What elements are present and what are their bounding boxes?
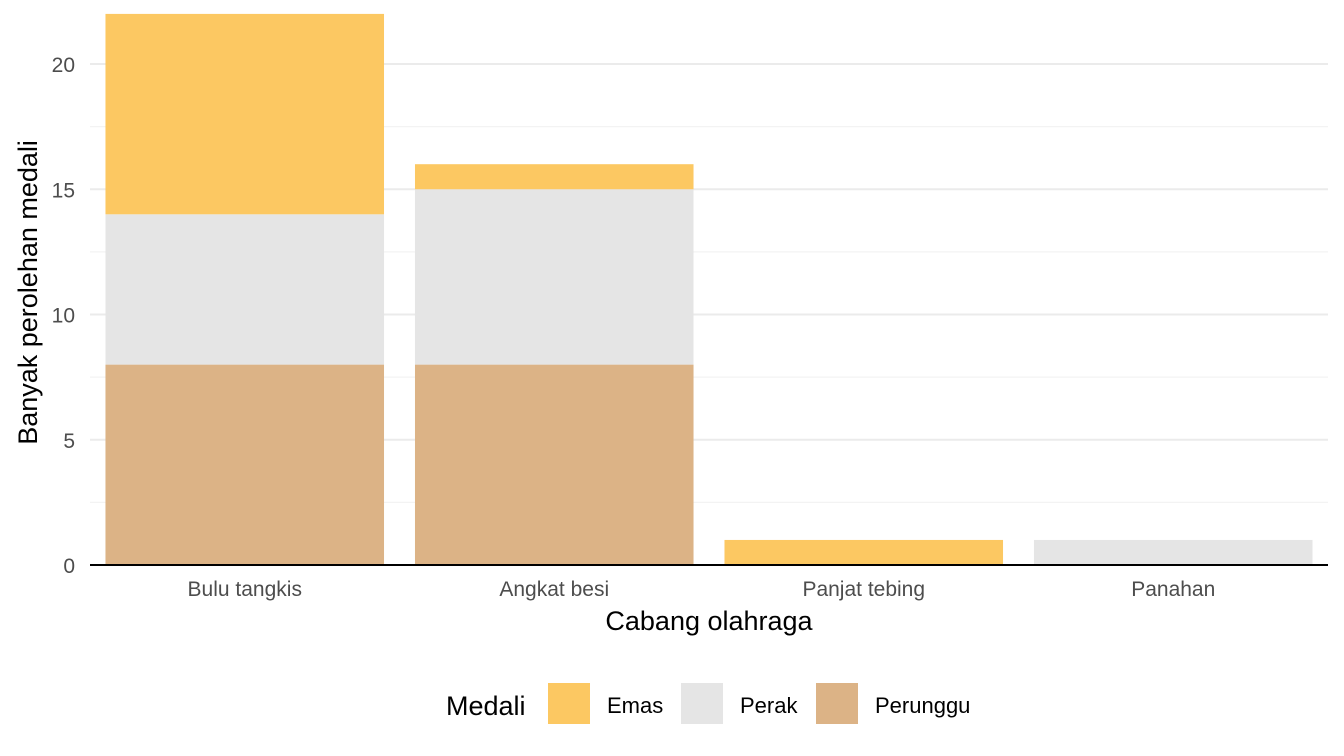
bars	[105, 13, 1313, 565]
y-tick-label: 15	[52, 179, 75, 202]
legend-label-emas: Emas	[607, 693, 663, 718]
bar-segment-emas-bulu-tangkis	[105, 13, 385, 215]
legend-key-perunggu	[816, 683, 858, 724]
bar-segment-perak-bulu-tangkis	[105, 214, 385, 365]
y-tick-label: 20	[52, 54, 75, 77]
legend-label-perunggu: Perunggu	[875, 693, 970, 718]
x-tick-label: Angkat besi	[499, 578, 609, 601]
bar-segment-perak-angkat-besi	[414, 189, 694, 365]
x-tick-label: Bulu tangkis	[188, 578, 302, 601]
y-tick-label: 5	[63, 430, 75, 453]
bar-segment-emas-angkat-besi	[414, 164, 694, 190]
bar-segment-perunggu-bulu-tangkis	[105, 364, 385, 565]
legend-title: Medali	[446, 691, 526, 721]
x-axis-title: Cabang olahraga	[605, 606, 813, 636]
legend-key-perak	[681, 683, 723, 724]
y-tick-label: 0	[63, 555, 75, 578]
legend-key-emas	[548, 683, 590, 724]
legend: Medali Emas Perak Perunggu	[446, 683, 970, 724]
y-axis-ticks: 0 5 10 15 20	[52, 54, 75, 578]
x-axis-ticks: Bulu tangkis Angkat besi Panjat tebing Pana…	[188, 578, 1216, 601]
x-tick-label: Panjat tebing	[802, 578, 925, 601]
bar-segment-perak-panahan	[1033, 539, 1313, 565]
bar-segment-perunggu-angkat-besi	[414, 364, 694, 565]
bar-segment-emas-panjat-tebing	[724, 539, 1004, 565]
y-axis-title: Banyak perolehan medali	[13, 140, 43, 445]
x-tick-label: Panahan	[1131, 578, 1215, 601]
legend-label-perak: Perak	[740, 693, 798, 718]
y-tick-label: 10	[52, 305, 75, 328]
